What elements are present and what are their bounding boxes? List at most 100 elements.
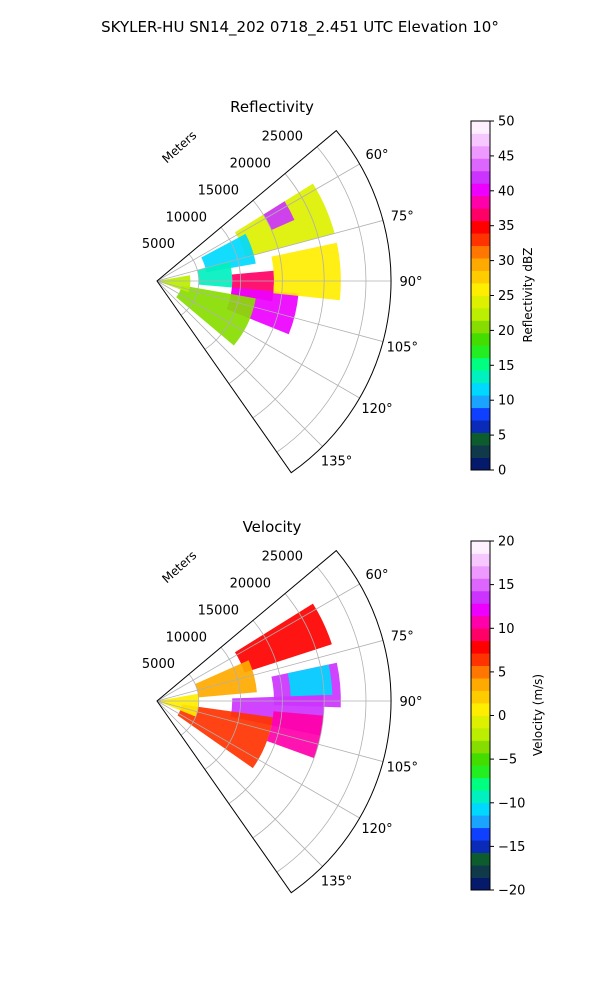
colorbar-segment [471,220,490,234]
azimuth-tick-label: 60° [365,148,388,163]
colorbar-segment [471,727,490,741]
velocity-title: Velocity [243,518,302,536]
reflectivity-colorbar-label: Reflectivity dBZ [521,248,535,343]
colorbar-segment [471,420,490,433]
echo-region-3 [287,664,333,697]
azimuth-tick-label: 120° [361,402,392,417]
range-tick-label: 10000 [166,630,207,645]
range-tick-label: 10000 [166,210,207,225]
colorbar-segment [471,432,490,446]
colorbar-tick-label: 20 [498,324,515,339]
echo-region-1 [195,660,257,698]
sector-outline [156,549,392,894]
colorbar-segment [471,270,490,284]
colorbar-segment [471,840,490,853]
colorbar-segment [471,457,490,471]
colorbar-tick-label: −20 [498,884,525,899]
colorbar-segment [471,357,490,371]
colorbar-segment [471,802,490,816]
azimuth-tick-label: 105° [387,761,418,776]
echo-region-6 [271,242,341,301]
colorbar-tick-label: 20 [498,535,515,550]
range-tick-label: 15000 [198,183,239,198]
range-ring-4 [276,566,367,873]
colorbar-segment [471,665,490,679]
velocity-range-label: Meters [159,548,199,586]
colorbar-segment [471,690,490,704]
colorbar-tick-label: 0 [498,709,506,724]
colorbar-tick-label: 15 [498,359,515,374]
velocity-panel: Velocity Meters 60° 75° 90° 105° 120° 135° 500… [142,518,423,894]
colorbar-tick-label: 0 [498,464,506,479]
range-ring-3 [252,593,325,839]
azimuth-tick-label: 135° [321,455,352,470]
colorbar-tick-label: 35 [498,219,515,234]
colorbar-segment [471,121,490,134]
colorbar-segment [471,332,490,346]
range-tick-label: 20000 [230,157,271,172]
colorbar-segment [471,590,490,604]
range-ring-0 [180,253,200,316]
colorbar-segment [471,615,490,629]
colorbar-segment [471,283,490,296]
colorbar-segment [471,395,490,409]
colorbar-segment [471,407,490,421]
colorbar-tick-label: 50 [498,115,515,130]
azimuth-tick-label: 75° [391,209,414,224]
range-tick-label: 25000 [262,550,303,565]
colorbar-tick-label: 45 [498,149,515,164]
azimuth-spoke-4 [156,280,360,399]
range-ring-2 [228,620,283,805]
azimuth-tick-label: 60° [365,568,388,583]
echo-region-1 [201,233,256,273]
colorbar-tick-label: 10 [498,394,515,409]
colorbar-segment [471,703,490,716]
azimuth-tick-label: 120° [361,822,392,837]
colorbar-tick-label: −10 [498,796,525,811]
colorbar-tick-label: 10 [498,622,515,637]
colorbar-segment [471,158,490,172]
range-ring-4 [276,146,367,453]
azimuth-spoke-5 [156,700,323,867]
colorbar-segment [471,628,490,642]
range-ring-1 [204,227,241,350]
range-ring-0 [180,673,200,736]
colorbar-tick-label: 25 [498,289,515,304]
azimuth-spoke-4 [156,700,360,819]
colorbar-segment [471,740,490,754]
colorbar-segment [471,827,490,841]
reflectivity-range-label: Meters [159,128,199,166]
colorbar-segment [471,578,490,592]
azimuth-tick-label: 135° [321,875,352,890]
echo-region-6 [266,711,324,759]
azimuth-spoke-3 [156,700,384,762]
colorbar-segment [471,345,490,359]
colorbar-segment [471,640,490,654]
colorbar-tick-label: −15 [498,840,525,855]
colorbar-segment [471,233,490,247]
colorbar-segment [471,790,490,804]
colorbar-tick-label: 15 [498,578,515,593]
colorbar-segment [471,678,490,691]
echo-region-7 [157,693,199,717]
range-ring-3 [252,173,325,419]
azimuth-tick-label: 90° [399,695,422,710]
range-tick-label: 15000 [198,603,239,618]
colorbar-tick-label: 5 [498,665,506,680]
colorbar-segment [471,382,490,396]
echo-region-7 [263,201,295,231]
colorbar-segment [471,307,490,321]
colorbar-segment [471,765,490,779]
colorbar-segment [471,653,490,667]
reflectivity-colorbar: Reflectivity dBZ 0 5 10 15 20 25 30 35 40 45 50 [470,115,535,479]
colorbar-segment [471,603,490,617]
colorbar-segment [471,295,490,309]
azimuth-spoke-1 [156,220,384,282]
colorbar-segment [471,752,490,766]
echo-region-0 [234,603,332,673]
colorbar-tick-label: 40 [498,184,515,199]
echo-layer [157,603,341,769]
reflectivity-panel: Reflectivity Meters 60° 75° 90° 105° 120° 135… [142,98,423,474]
azimuth-spoke-1 [156,640,384,702]
